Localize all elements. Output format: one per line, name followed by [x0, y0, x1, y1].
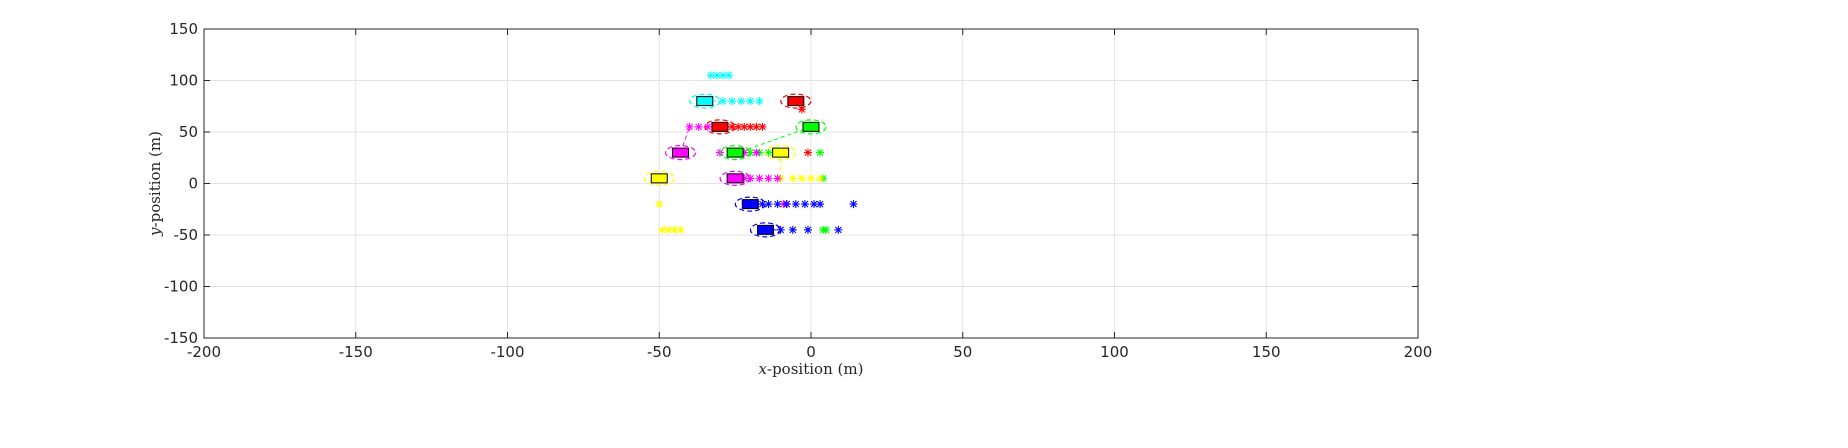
predicted-point	[734, 122, 743, 131]
predicted-point	[758, 122, 767, 131]
predicted-point	[849, 200, 858, 209]
predicted-point	[773, 174, 782, 183]
predicted-point	[746, 97, 755, 106]
predicted-point	[803, 148, 812, 157]
x-tick-label: 100	[1100, 343, 1129, 361]
grid-lines	[203, 28, 1419, 339]
uncertainty-ellipse	[704, 119, 736, 135]
x-tick-label: -150	[339, 343, 373, 361]
vehicle-marker	[787, 96, 805, 107]
predicted-point	[755, 97, 764, 106]
uncertainty-ellipse	[795, 119, 827, 135]
predicted-point	[685, 122, 694, 131]
y-tick-label: -50	[174, 226, 199, 244]
trajectory-link	[680, 126, 691, 153]
y-tick-label: -100	[164, 278, 198, 296]
y-axis-label: y-position (m)	[146, 131, 164, 237]
vehicle-marker	[726, 173, 744, 184]
predicted-point	[737, 97, 746, 106]
x-tick-label: 50	[953, 343, 972, 361]
x-tick-label: -100	[490, 343, 524, 361]
predicted-point	[816, 200, 825, 209]
predicted-point	[782, 200, 791, 209]
vehicles	[643, 93, 827, 238]
predicted-point	[816, 174, 825, 183]
vehicle-marker	[726, 147, 744, 158]
y-tick-label: 100	[169, 72, 198, 90]
predicted-point	[694, 122, 703, 131]
uncertainty-ellipse	[765, 145, 797, 161]
vehicle-marker	[696, 96, 714, 107]
y-tick-label: 50	[179, 123, 198, 141]
x-tick-label: -50	[647, 343, 672, 361]
x-axis-label: x-position (m)	[759, 360, 864, 378]
predicted-point	[788, 174, 797, 183]
predicted-point	[725, 71, 734, 80]
predicted-point	[655, 200, 664, 209]
predicted-point	[728, 97, 737, 106]
predicted-point	[807, 174, 815, 183]
vehicle-marker	[711, 121, 729, 132]
predicted-point	[797, 105, 806, 114]
predicted-point	[788, 225, 797, 234]
uncertainty-ellipse	[689, 93, 721, 109]
predicted-point	[773, 200, 782, 209]
uncertainty-ellipse	[734, 196, 766, 212]
y-tick-label: 150	[169, 20, 198, 38]
vehicle-marker	[802, 121, 820, 132]
x-tick-label: 200	[1404, 343, 1433, 361]
x-tick-label: 0	[806, 343, 816, 361]
uncertainty-ellipse	[664, 145, 697, 161]
vehicle-marker	[756, 224, 774, 235]
predicted-point	[676, 225, 685, 234]
predicted-point	[755, 174, 764, 183]
uncertainty-ellipse	[780, 93, 812, 109]
uncertainty-ellipse	[749, 222, 782, 238]
vehicle-marker	[772, 147, 790, 158]
predicted-point	[822, 225, 831, 234]
predicted-point	[718, 71, 727, 80]
trajectory-link	[737, 126, 812, 154]
vehicle-marker	[650, 173, 668, 184]
predicted-point	[791, 200, 800, 209]
x-tick-label: 150	[1252, 343, 1281, 361]
uncertainty-ellipse	[643, 170, 675, 186]
y-tick-label: -150	[164, 329, 198, 347]
vehicle-marker	[741, 199, 759, 210]
axis-ticks: -200 -150 -100 -50 0 50 100 150 200-150-100-5005…	[164, 20, 1432, 361]
vehicle-marker	[671, 147, 689, 158]
uncertainty-ellipse	[719, 170, 751, 186]
predicted-point	[718, 97, 727, 106]
predicted-point	[803, 225, 812, 234]
x-tick-label: -200	[187, 343, 221, 361]
y-tick-label: 0	[188, 175, 198, 193]
predicted-point	[797, 174, 806, 183]
uncertainty-ellipse	[719, 145, 751, 161]
predicted-point	[834, 225, 843, 234]
predicted-point	[764, 174, 773, 183]
predicted-point	[816, 148, 825, 157]
predicted-point	[752, 148, 761, 157]
predicted-point	[800, 200, 809, 209]
